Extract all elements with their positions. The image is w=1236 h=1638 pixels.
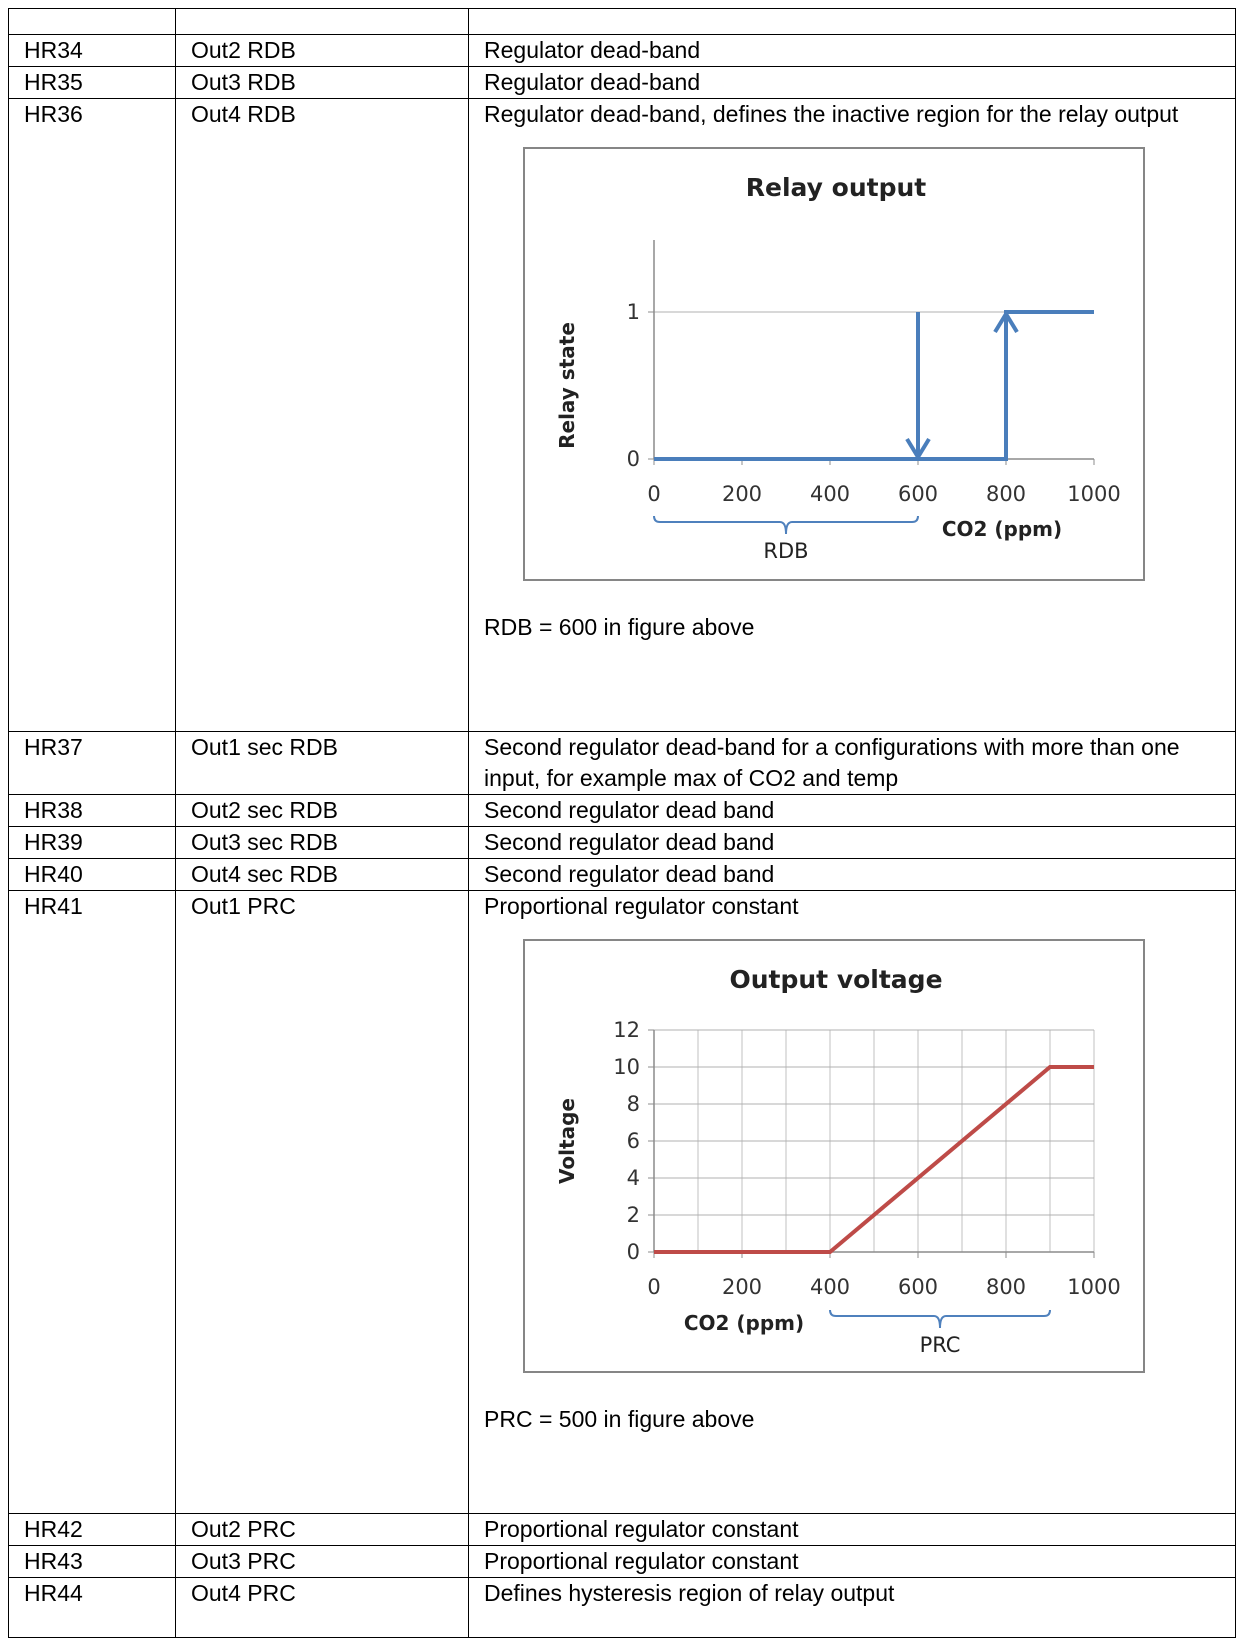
table-row: HR40 Out4 sec RDB Second regulator dead … <box>8 858 1236 891</box>
register-table: HR34 Out2 RDB Regulator dead-band HR35 O… <box>8 8 1236 1638</box>
figure-note: RDB = 600 in figure above <box>484 614 755 640</box>
x-tick-label: 200 <box>722 1275 762 1299</box>
register-cell: HR34 <box>8 34 176 67</box>
description-cell: Proportional regulator constant <box>468 1545 1236 1578</box>
description-text: Regulator dead-band, defines the inactiv… <box>484 101 1179 127</box>
x-tick-label: 600 <box>898 1275 938 1299</box>
y-tick-label: 10 <box>613 1055 640 1079</box>
name-cell: Out1 PRC <box>175 890 469 1514</box>
output-voltage-chart: Output voltage 0 200 400 600 800 1000 0 2 4 6 8 10 12… <box>523 939 1145 1373</box>
description-cell: Regulator dead-band <box>468 66 1236 99</box>
x-tick-label: 400 <box>810 1275 850 1299</box>
chart-title: Output voltage <box>729 965 942 994</box>
name-cell: Out2 PRC <box>175 1513 469 1546</box>
register-cell: HR40 <box>8 858 176 891</box>
name-cell: Out3 RDB <box>175 66 469 99</box>
header-cell <box>8 8 176 35</box>
name-cell: Out2 RDB <box>175 34 469 67</box>
arrow-head <box>993 310 1019 334</box>
relay-output-chart: Relay output 0 200 400 600 800 1000 0 1 CO2 (ppm)… <box>523 147 1145 581</box>
chart-title: Relay output <box>746 173 926 202</box>
register-cell: HR44 <box>8 1577 176 1638</box>
register-cell: HR38 <box>8 794 176 827</box>
x-tick-label: 800 <box>986 482 1026 506</box>
register-cell: HR41 <box>8 890 176 1514</box>
register-cell: HR39 <box>8 826 176 859</box>
voltage-chart-container: Output voltage 0 200 400 600 800 1000 0 2 4 6 8 10 12… <box>484 938 1231 1386</box>
table-row: HR42 Out2 PRC Proportional regulator con… <box>8 1513 1236 1546</box>
x-tick-label: 1000 <box>1067 1275 1120 1299</box>
annotation-label: PRC <box>920 1333 961 1357</box>
chart-frame <box>523 147 1145 581</box>
y-axis-title: Voltage <box>555 1098 579 1184</box>
name-cell: Out3 PRC <box>175 1545 469 1578</box>
x-tick-label: 200 <box>722 482 762 506</box>
x-tick-label: 600 <box>898 482 938 506</box>
chart-frame <box>523 939 1145 1373</box>
table-row: HR39 Out3 sec RDB Second regulator dead … <box>8 826 1236 859</box>
y-tick-label: 12 <box>613 1018 640 1042</box>
y-tick-label: 0 <box>627 447 640 471</box>
register-cell: HR36 <box>8 98 176 732</box>
table-row: HR35 Out3 RDB Regulator dead-band <box>8 66 1236 99</box>
annotation-label: RDB <box>763 539 808 563</box>
x-axis-title: CO2 (ppm) <box>684 1311 804 1335</box>
description-cell: Second regulator dead-band for a configu… <box>468 731 1236 795</box>
y-tick-label: 8 <box>627 1092 640 1116</box>
description-cell: Proportional regulator constant Output v… <box>468 890 1236 1514</box>
register-cell: HR43 <box>8 1545 176 1578</box>
table-row: HR34 Out2 RDB Regulator dead-band <box>8 34 1236 67</box>
y-tick-label: 4 <box>627 1166 640 1190</box>
x-axis-title: CO2 (ppm) <box>942 517 1062 541</box>
arrow-head <box>905 437 931 461</box>
description-cell: Regulator dead-band, defines the inactiv… <box>468 98 1236 732</box>
description-cell: Second regulator dead band <box>468 858 1236 891</box>
series-line <box>654 310 1094 461</box>
description-cell: Regulator dead-band <box>468 34 1236 67</box>
y-axis-title: Relay state <box>555 322 579 449</box>
series-line <box>654 1065 1094 1254</box>
description-cell: Defines hysteresis region of relay outpu… <box>468 1577 1236 1638</box>
header-cell <box>175 8 469 35</box>
x-tick-label: 1000 <box>1067 482 1120 506</box>
description-text: Proportional regulator constant <box>484 893 799 919</box>
header-cell <box>468 8 1236 35</box>
name-cell: Out3 sec RDB <box>175 826 469 859</box>
figure-note: PRC = 500 in figure above <box>484 1406 755 1432</box>
x-tick-label: 400 <box>810 482 850 506</box>
table-row: HR37 Out1 sec RDB Second regulator dead-… <box>8 731 1236 795</box>
y-tick-label: 2 <box>627 1203 640 1227</box>
table-row: HR44 Out4 PRC Defines hysteresis region … <box>8 1577 1236 1638</box>
name-cell: Out2 sec RDB <box>175 794 469 827</box>
table-row: HR38 Out2 sec RDB Second regulator dead … <box>8 794 1236 827</box>
register-cell: HR37 <box>8 731 176 795</box>
x-tick-label: 0 <box>647 1275 660 1299</box>
relay-chart-container: Relay output 0 200 400 600 800 1000 0 1 CO2 (ppm)… <box>484 146 1231 594</box>
table-row: HR43 Out3 PRC Proportional regulator con… <box>8 1545 1236 1578</box>
description-cell: Second regulator dead band <box>468 794 1236 827</box>
name-cell: Out4 PRC <box>175 1577 469 1638</box>
y-tick-label: 1 <box>627 300 640 324</box>
name-cell: Out1 sec RDB <box>175 731 469 795</box>
table-header-row <box>8 8 1236 35</box>
annotation-brace <box>829 1309 1051 1329</box>
name-cell: Out4 sec RDB <box>175 858 469 891</box>
x-tick-label: 0 <box>647 482 660 506</box>
description-cell: Proportional regulator constant <box>468 1513 1236 1546</box>
register-cell: HR42 <box>8 1513 176 1546</box>
y-tick-label: 6 <box>627 1129 640 1153</box>
table-row: HR36 Out4 RDB Regulator dead-band, defin… <box>8 98 1236 732</box>
description-cell: Second regulator dead band <box>468 826 1236 859</box>
table-row: HR41 Out1 PRC Proportional regulator con… <box>8 890 1236 1514</box>
annotation-brace <box>653 515 919 535</box>
register-cell: HR35 <box>8 66 176 99</box>
y-tick-label: 0 <box>627 1240 640 1264</box>
x-tick-label: 800 <box>986 1275 1026 1299</box>
name-cell: Out4 RDB <box>175 98 469 732</box>
